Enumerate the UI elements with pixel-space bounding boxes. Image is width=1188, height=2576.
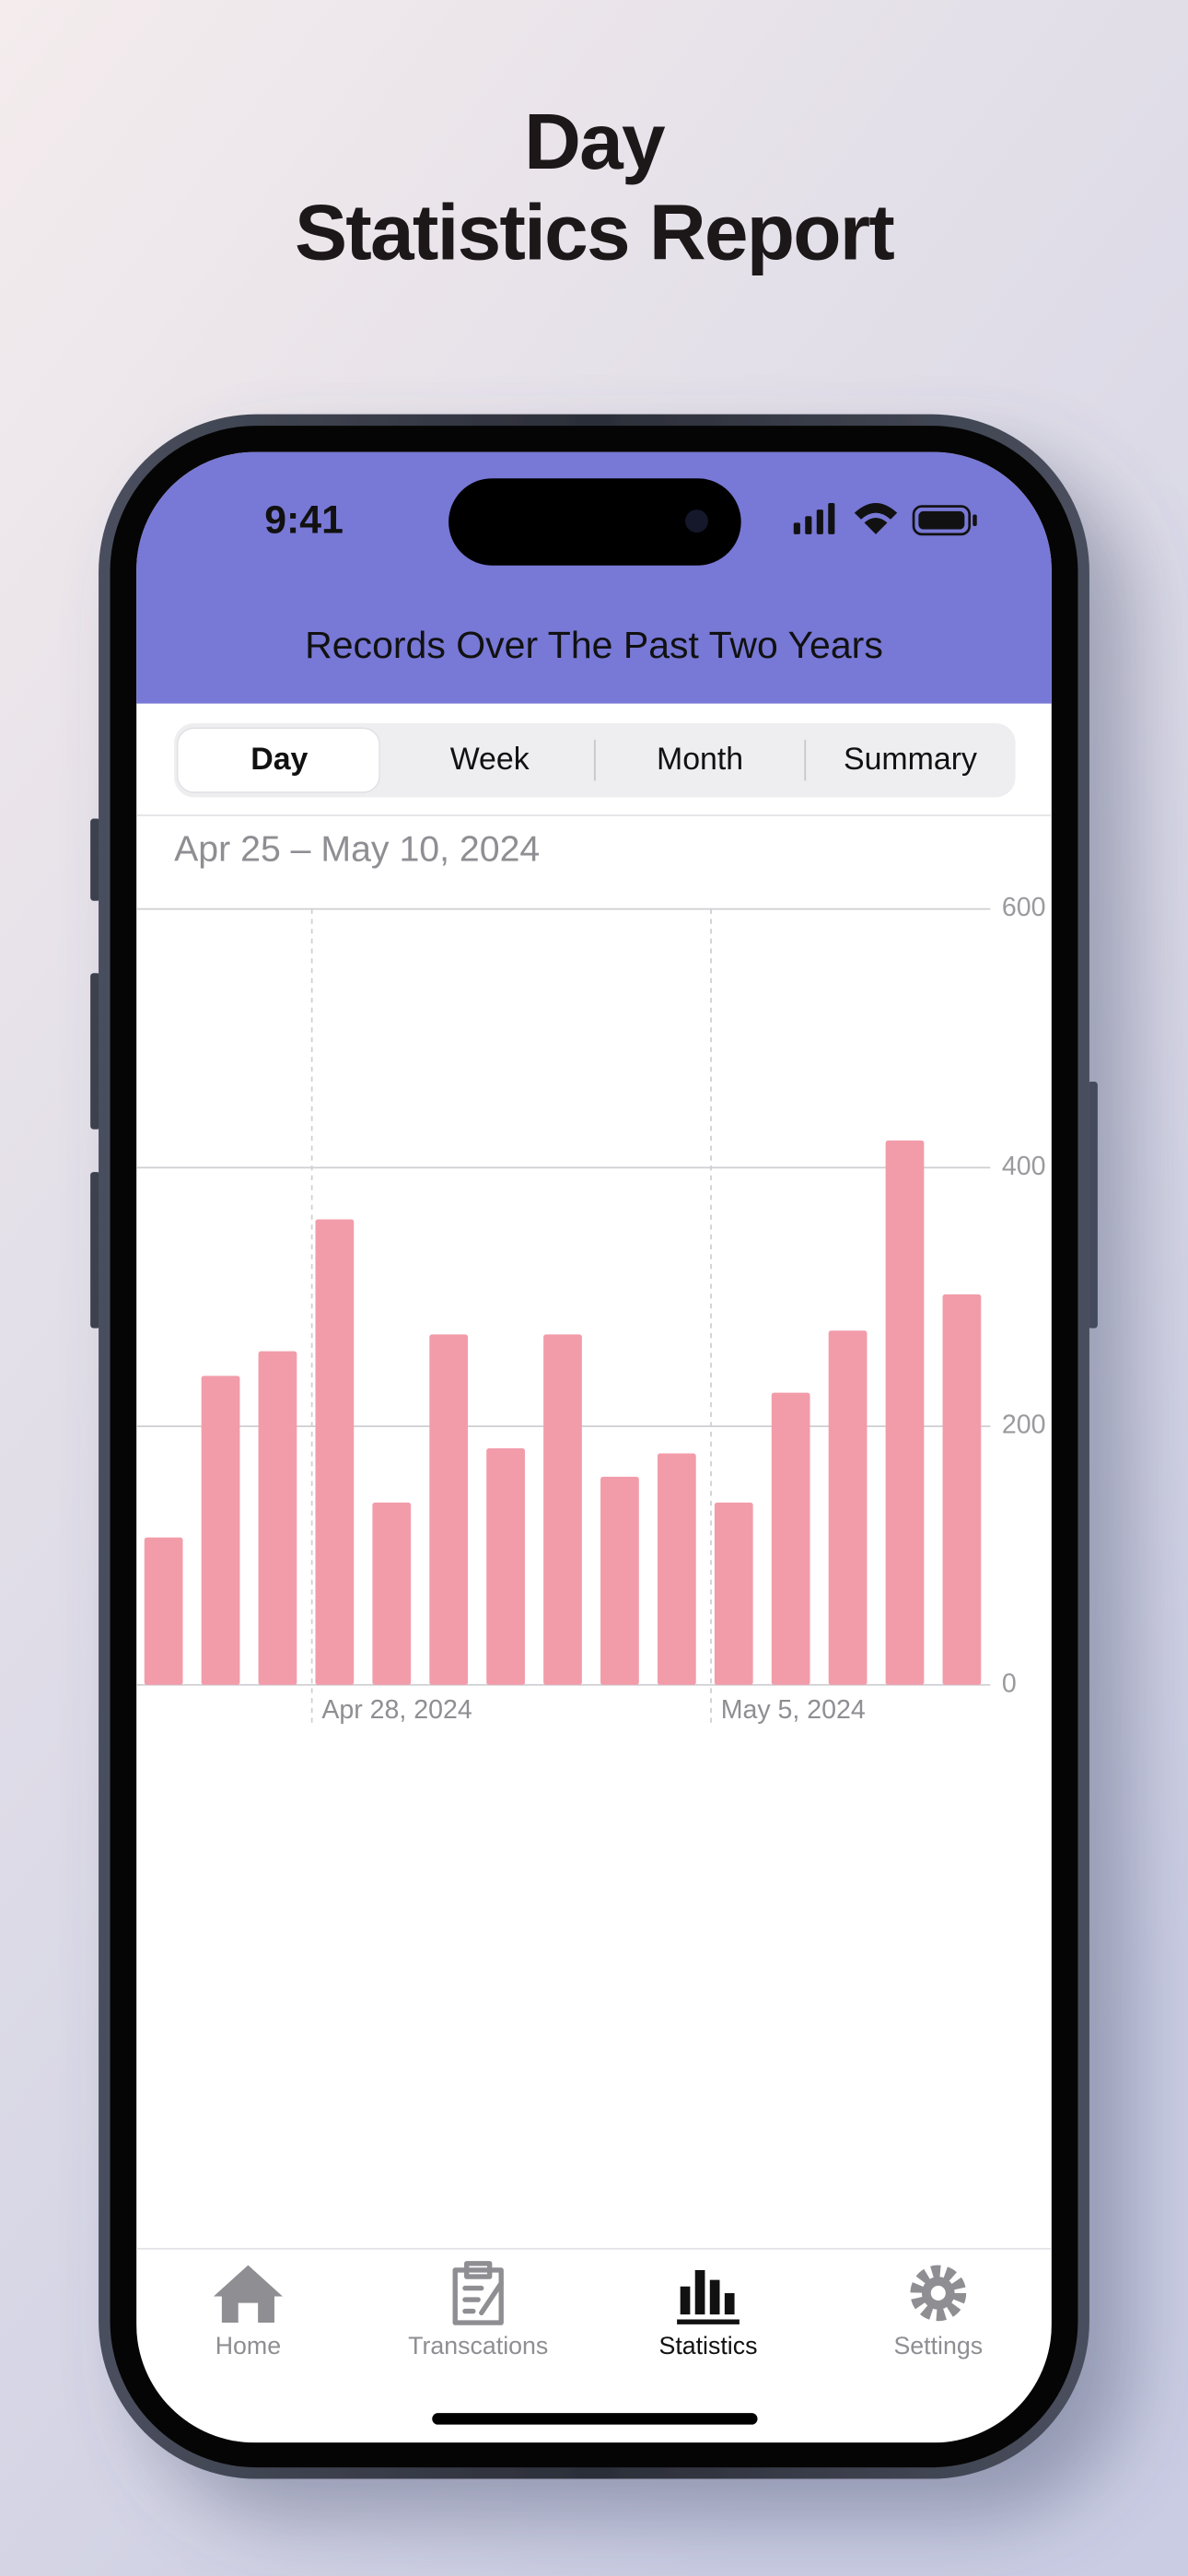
tab-icon [452,2261,504,2325]
header-title: Records Over The Past Two Years [305,624,883,666]
segment[interactable]: Day [250,742,308,777]
bar [201,1376,240,1685]
tab-icon [213,2265,283,2324]
tab-label[interactable]: Statistics [658,2332,757,2359]
segment-selected [176,727,380,793]
bar [657,1453,696,1685]
tab-label[interactable]: Home [215,2332,281,2359]
bar [372,1502,412,1685]
side-button [1088,1081,1098,1329]
signal-bar [828,502,835,534]
date-range: Apr 25 – May 10, 2024 [174,829,540,870]
segment[interactable]: Month [657,742,743,777]
bar [600,1476,639,1685]
y-tick-label: 400 [1002,1152,1046,1181]
segments: Day Week Month Summary [176,727,977,793]
status-icons [793,502,977,536]
signal-bar [805,516,812,534]
bar [315,1219,355,1685]
tab[interactable] [213,2265,283,2324]
side-button [90,818,100,901]
dynamic-island [448,478,741,566]
battery-level [918,510,965,530]
tab-label[interactable]: Settings [893,2332,983,2359]
bar [486,1447,525,1685]
battery [912,505,972,536]
status-time: 9:41 [264,498,344,543]
bar [714,1502,753,1685]
tab-icon [677,2269,740,2324]
tab-label[interactable]: Transcations [408,2332,548,2359]
y-tick-label: 200 [1002,1411,1046,1440]
tab-icon [930,2285,946,2301]
home-indicator [432,2413,758,2425]
tab[interactable] [452,2261,504,2325]
tab-icon [462,2280,504,2316]
bar [885,1140,925,1685]
tab-icon [910,2265,967,2322]
side-button [90,973,100,1130]
side-button [90,1172,100,1329]
camera [685,509,709,533]
signal-bar [816,509,823,534]
battery-cap [973,514,977,526]
signal-bar [793,522,800,534]
chart: 0 200 400 600 Apr 28, 2024 May 5, 2024 [136,893,1046,1727]
tab[interactable] [677,2269,740,2324]
tab-bar: Home Transcations Statistics Settings [213,2261,983,2359]
bar [258,1351,297,1685]
bar [942,1294,982,1685]
segment[interactable]: Summary [844,742,977,777]
bar [771,1392,810,1685]
headline: Day [524,98,666,186]
wifi-icon [854,502,898,534]
y-tick-label: 0 [1002,1669,1017,1698]
x-tick-label: May 5, 2024 [721,1695,866,1725]
segment[interactable]: Week [450,742,530,777]
y-tick-label: 600 [1002,893,1046,922]
headline: Statistics Report [295,188,894,276]
bar [828,1330,868,1685]
bar [429,1334,469,1685]
bar [543,1334,582,1685]
bar [144,1537,183,1685]
tab[interactable] [910,2265,967,2322]
x-tick-label: Apr 28, 2024 [321,1695,472,1725]
